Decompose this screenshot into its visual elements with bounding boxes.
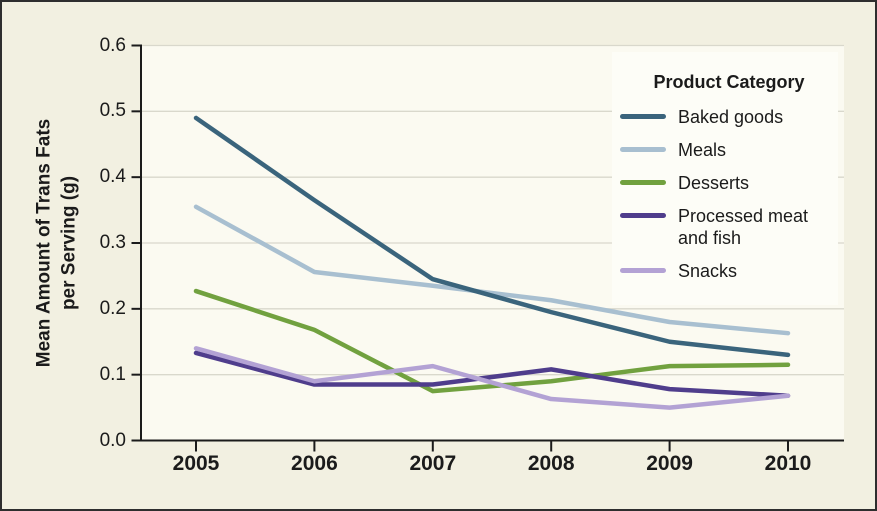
x-tick-label: 2006 [291,452,338,475]
y-tick-label: 0.2 [99,297,126,319]
x-tick-label: 2010 [764,452,812,475]
legend-swatch-line [620,180,666,185]
x-tick-label: 2007 [409,452,457,475]
legend-entry: Desserts [620,172,838,194]
legend-entry: Baked goods [620,106,838,128]
y-tick-label: 0.3 [99,232,126,253]
legend-entry: Snacks [620,260,838,282]
y-tick-label: 0.6 [99,34,126,56]
y-axis-title-line1: Mean Amount of Trans Fats [33,118,55,368]
y-tick-label: 0.1 [99,363,126,385]
y-tick-label: 0.4 [99,166,126,188]
legend-title: Product Category [653,72,805,92]
legend-label: Baked goods [678,107,784,127]
x-tick-label: 2009 [646,452,693,475]
legend-label: Snacks [678,261,738,281]
legend-label: Processed meat and fish [678,206,809,248]
legend-swatch-line [620,213,666,218]
legend-list: Baked goods Meals Desserts Processed meat a… [620,106,838,282]
legend-swatch-line [620,114,666,119]
legend-entry: Processed meat and fish [620,205,838,249]
legend-swatch-line [620,147,666,152]
y-tick-label: 0.0 [99,429,126,451]
legend-label: Desserts [678,173,750,193]
legend: Product Category Baked goods Meals Dessert… [612,52,838,305]
x-tick-label: 2008 [527,452,575,475]
x-tick-label: 2005 [172,452,220,475]
legend-entry: Meals [620,139,838,161]
y-tick-label: 0.5 [99,100,126,122]
legend-swatch-line [620,268,666,273]
legend-label: Meals [678,140,727,160]
